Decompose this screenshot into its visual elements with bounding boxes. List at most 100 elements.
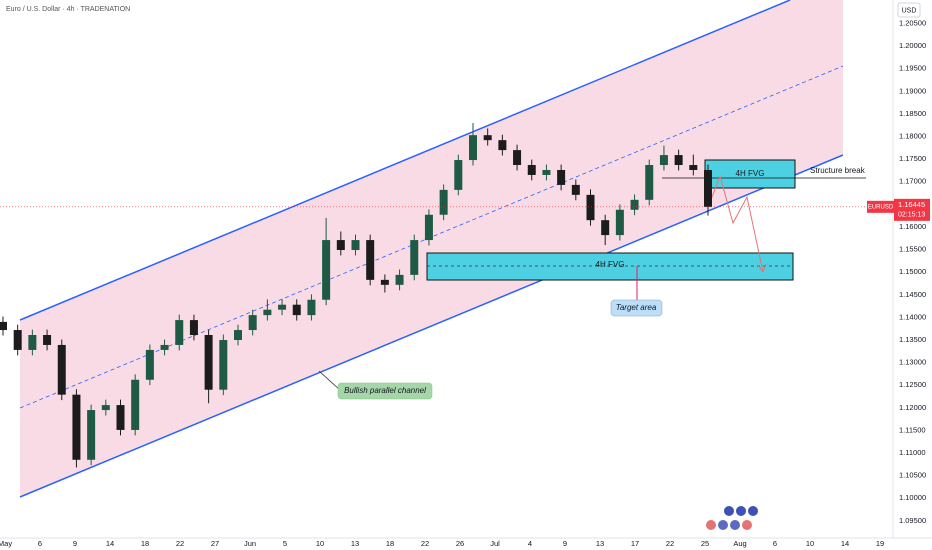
x-tick-label: 14 xyxy=(106,539,114,548)
candle-body xyxy=(469,135,477,161)
x-tick-label: 13 xyxy=(351,539,359,548)
x-tick-label: 22 xyxy=(421,539,429,548)
y-tick-label: 1.12500 xyxy=(899,380,926,389)
symbol-tag xyxy=(867,200,894,213)
projection-path xyxy=(708,174,764,273)
y-tick-label: 1.13500 xyxy=(899,335,926,344)
candle-body xyxy=(160,344,169,350)
x-tick-label: Jul xyxy=(490,539,500,548)
x-tick-label: 25 xyxy=(701,539,709,548)
candle-body xyxy=(704,169,712,207)
y-tick-label: 1.17500 xyxy=(899,154,926,163)
x-tick-label: 4 xyxy=(528,539,532,548)
candle-body xyxy=(527,165,536,175)
candle-body xyxy=(219,339,228,390)
channel-lower xyxy=(19,154,844,498)
y-tick-label: 1.10500 xyxy=(899,471,926,480)
x-tick-label: 10 xyxy=(806,539,814,548)
candle-body xyxy=(336,240,345,251)
candle-body xyxy=(498,140,507,151)
fvg-lower-label: 4H FVG xyxy=(596,260,625,269)
candle-body xyxy=(263,309,272,316)
candle-body xyxy=(439,189,448,215)
structure-break-label: Structure break xyxy=(810,166,866,175)
y-tick-label: 1.13000 xyxy=(899,358,926,367)
candle-body xyxy=(674,155,683,166)
target-label: Target area xyxy=(616,303,657,312)
currency: USD xyxy=(902,7,917,14)
channel-label: Bullish parallel channel xyxy=(344,386,426,395)
candle-body xyxy=(601,220,610,236)
y-tick-label: 1.20000 xyxy=(899,41,926,50)
x-tick-label: 17 xyxy=(631,539,639,548)
candle-body xyxy=(278,304,287,310)
y-tick-label: 1.18500 xyxy=(899,109,926,118)
fvg-upper-label: 4H FVG xyxy=(736,169,765,178)
channel-upper xyxy=(19,0,791,321)
channel-mid xyxy=(19,65,844,409)
candle-body xyxy=(87,410,96,460)
candle-body xyxy=(43,335,52,345)
y-tick-label: 1.11000 xyxy=(899,448,926,457)
x-tick-label: 9 xyxy=(73,539,77,548)
candle-body xyxy=(513,150,522,166)
symbol: EURUSD xyxy=(868,204,894,210)
candle-body xyxy=(131,379,140,430)
y-tick-label: 1.19000 xyxy=(899,86,926,95)
y-tick-label: 1.16000 xyxy=(899,222,926,231)
y-tick-label: 1.09500 xyxy=(899,516,926,525)
x-tick-label: 19 xyxy=(876,539,884,548)
candle-body xyxy=(424,214,433,241)
y-tick-label: 1.20500 xyxy=(899,18,926,27)
candle-body xyxy=(307,299,316,316)
candle-body xyxy=(630,199,639,210)
x-tick-label: 22 xyxy=(666,539,674,548)
candle-body xyxy=(145,349,154,380)
x-tick-label: May xyxy=(0,539,12,548)
y-tick-label: 1.15500 xyxy=(899,245,926,254)
candle-body xyxy=(395,274,404,285)
candle-body xyxy=(557,169,566,185)
x-tick-label: 18 xyxy=(141,539,149,548)
x-tick-label: 5 xyxy=(283,539,287,548)
x-tick-label: 26 xyxy=(456,539,464,548)
candle-body xyxy=(13,330,22,350)
x-tick-label: Aug xyxy=(733,539,746,548)
candle-body xyxy=(380,279,389,285)
candle-body xyxy=(351,240,360,251)
candle-body xyxy=(322,240,331,300)
candle-body xyxy=(292,304,301,316)
candle-body xyxy=(483,135,492,141)
y-tick-label: 1.10000 xyxy=(899,493,926,502)
candle-body xyxy=(101,405,110,411)
candle-body xyxy=(586,194,595,221)
x-tick-label: Jun xyxy=(244,539,256,548)
y-tick-label: 1.17000 xyxy=(899,177,926,186)
projection-arrowhead xyxy=(757,263,767,274)
candle-body xyxy=(234,330,242,340)
candle-body xyxy=(410,240,419,275)
x-tick-label: 22 xyxy=(176,539,184,548)
candle-body xyxy=(542,169,551,175)
currency-box xyxy=(897,2,921,18)
channel-pointer xyxy=(318,370,341,391)
candle-body xyxy=(248,315,257,331)
y-tick-label: 1.11500 xyxy=(899,425,926,434)
candle-body xyxy=(454,160,463,190)
candle-body xyxy=(116,405,125,430)
candle-body xyxy=(689,165,698,170)
x-tick-label: 14 xyxy=(841,539,849,548)
candle-body xyxy=(28,335,37,350)
candle-body xyxy=(204,335,213,390)
candle-body xyxy=(659,155,668,166)
candle-body xyxy=(57,344,66,395)
candle-body xyxy=(366,240,375,280)
target-box xyxy=(610,299,663,317)
candle-body xyxy=(645,165,654,200)
x-tick-label: 27 xyxy=(211,539,219,548)
candle-body xyxy=(0,321,7,331)
x-tick-label: 6 xyxy=(38,539,42,548)
x-tick-label: 10 xyxy=(316,539,324,548)
x-tick-label: 6 xyxy=(773,539,777,548)
